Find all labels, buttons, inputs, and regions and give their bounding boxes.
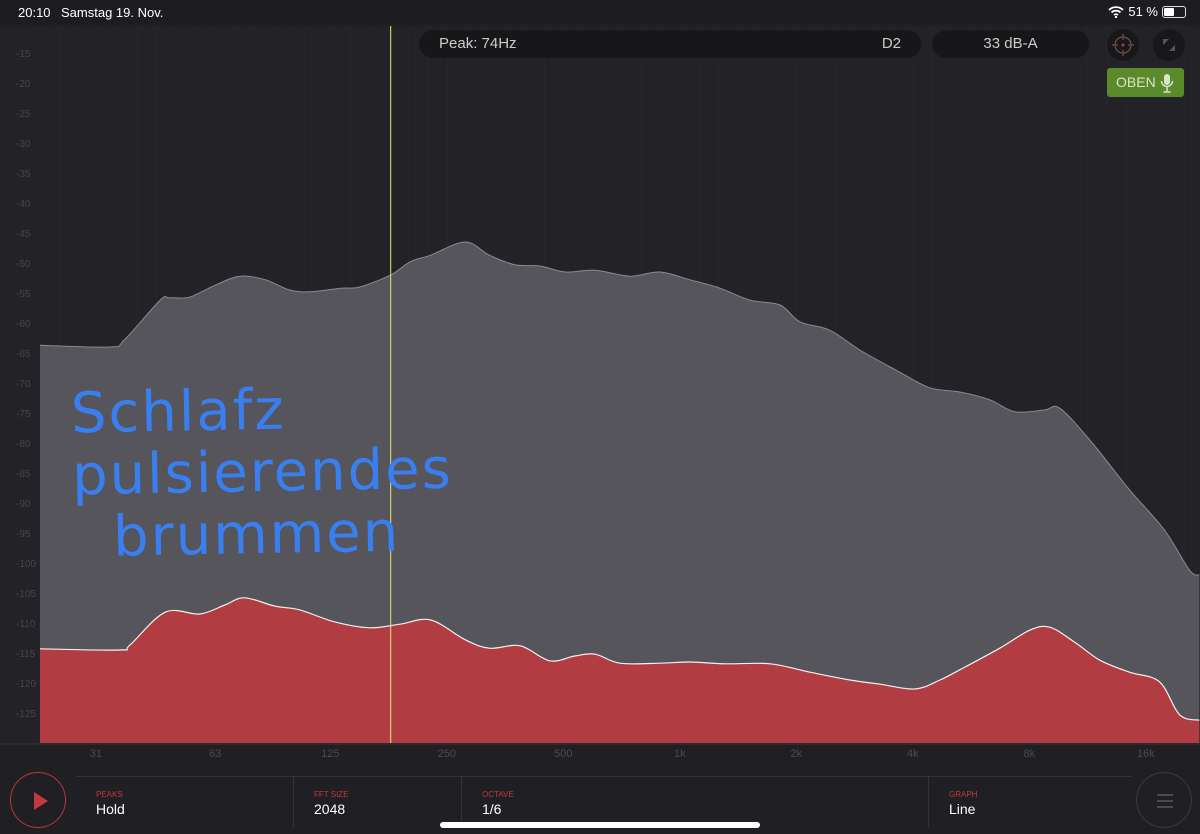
y-tick-label: -35 [16, 169, 31, 180]
y-tick-label: -75 [16, 409, 31, 420]
x-tick-label: 4k [907, 748, 919, 760]
series-area-current [40, 597, 1200, 743]
control-value: Hold [96, 801, 125, 817]
expand-icon [1163, 39, 1175, 51]
clock: 20:10 [18, 5, 51, 20]
y-tick-label: -90 [16, 499, 31, 510]
annotation-line: brummen [112, 499, 401, 570]
y-tick-label: -85 [16, 469, 31, 480]
x-tick-label: 8k [1023, 748, 1036, 760]
control-value: 2048 [314, 801, 346, 817]
crosshair-button[interactable] [1107, 29, 1139, 61]
battery-icon [1162, 5, 1186, 18]
y-tick-label: -110 [16, 619, 36, 630]
x-tick-label: 500 [554, 748, 573, 760]
series-line-peak-hold [39, 241, 1200, 576]
divider [76, 776, 1132, 777]
peak-readout: Peak: 74Hz D2 [419, 30, 921, 58]
annotation-line: pulsierendes [71, 436, 454, 509]
home-indicator[interactable] [440, 822, 760, 828]
x-tick-label: 63 [209, 748, 222, 760]
y-tick-label: -100 [16, 559, 36, 570]
y-tick-label: -95 [16, 529, 31, 540]
level-readout: 33 dB-A [932, 30, 1089, 58]
date: Samstag 19. Nov. [61, 5, 164, 20]
graph-control[interactable]: GRAPH Line [928, 777, 1128, 827]
y-tick-label: -105 [16, 589, 36, 600]
y-tick-label: -120 [16, 679, 36, 690]
play-button[interactable] [10, 772, 66, 828]
y-tick-label: -70 [16, 379, 31, 390]
y-tick-label: -80 [16, 439, 31, 450]
control-label: OCTAVE [482, 790, 514, 799]
control-label: PEAKS [96, 790, 123, 799]
menu-button[interactable] [1136, 772, 1192, 828]
series-area-peak-hold [40, 242, 1200, 743]
octave-control[interactable]: OCTAVE 1/6 [461, 777, 928, 827]
status-bar: 20:10 Samstag 19. Nov. 51 % [0, 0, 1200, 24]
axis-line [0, 743, 1200, 745]
y-tick-label: -40 [16, 199, 31, 210]
peaks-control[interactable]: PEAKS Hold [76, 777, 293, 827]
y-tick-label: -45 [16, 229, 31, 240]
crosshair-icon [1112, 34, 1134, 56]
y-tick-label: -50 [16, 259, 31, 270]
x-tick-label: 125 [321, 748, 340, 760]
fft-size-control[interactable]: FFT SIZE 2048 [293, 777, 461, 827]
y-tick-label: -65 [16, 349, 31, 360]
microphone-icon [1160, 74, 1174, 93]
peak-note: D2 [881, 35, 901, 52]
wifi-icon [1108, 5, 1124, 18]
annotation-line: Schlafz [70, 377, 287, 447]
handwritten-annotation: Schlafz pulsierendes brummen [70, 377, 454, 570]
y-tick-label: -25 [16, 109, 31, 120]
y-tick-label: -15 [16, 49, 31, 60]
fullscreen-button[interactable] [1153, 29, 1185, 61]
microphone-label: OBEN [1116, 74, 1156, 90]
control-value: Line [949, 801, 976, 817]
x-tick-label: 31 [89, 748, 103, 760]
x-tick-label: 16k [1136, 748, 1155, 760]
y-tick-label: -60 [16, 319, 31, 330]
battery-percent: 51 % [1128, 4, 1158, 19]
microphone-button[interactable]: OBEN [1107, 68, 1184, 97]
spectrum-chart[interactable]: -15 -20 -25 -30 -35 -40 -45 -50 -55 -60 -65 -70 -75 -… [0, 24, 1200, 774]
control-label: GRAPH [949, 790, 978, 799]
y-tick-label: -20 [16, 79, 31, 90]
control-value: 1/6 [482, 801, 502, 817]
control-label: FFT SIZE [314, 790, 349, 799]
y-tick-label: -55 [16, 289, 31, 300]
y-tick-label: -125 [16, 709, 36, 720]
series-line-current [39, 597, 1200, 721]
x-tick-label: 250 [437, 748, 457, 760]
x-tick-label: 1k [674, 748, 686, 760]
y-tick-label: -115 [16, 649, 36, 660]
y-tick-label: -30 [16, 139, 31, 150]
x-tick-label: 2k [790, 748, 803, 760]
peak-frequency: Peak: 74Hz [439, 35, 517, 52]
